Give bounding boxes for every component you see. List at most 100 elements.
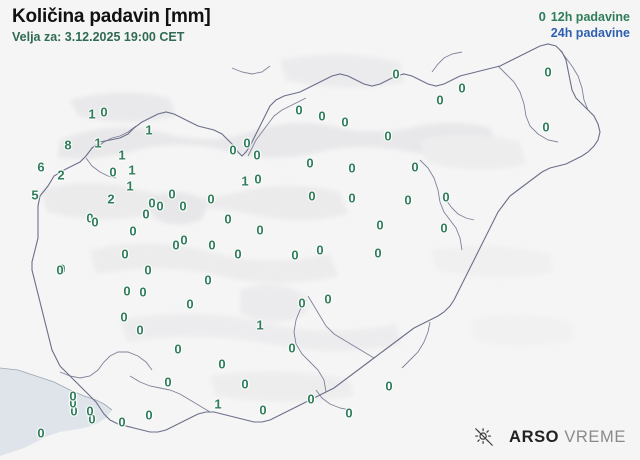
station-value: 0 — [254, 171, 262, 187]
station-value: 0 — [374, 245, 382, 261]
brand-name-primary: ARSO — [509, 427, 560, 446]
station-value: 0 — [109, 164, 117, 180]
brand-text: ARSO VREME — [509, 428, 626, 447]
station-value: 0 — [385, 378, 393, 394]
station-value: 2 — [57, 167, 65, 183]
legend-label-24h: 24h padavine — [550, 26, 630, 40]
station-value: 0 — [174, 341, 182, 357]
station-value: 0 — [100, 104, 108, 120]
station-value: 0 — [384, 128, 392, 144]
station-value: 0 — [298, 295, 306, 311]
station-value: 1 — [88, 106, 96, 122]
station-value: 0 — [411, 159, 419, 175]
station-value: 0 — [404, 192, 412, 208]
legend-label-12h: 12h padavine — [550, 10, 630, 24]
station-value: 0 — [37, 425, 45, 441]
station-value: 0 — [392, 66, 400, 82]
station-value: 5 — [31, 187, 39, 203]
station-value: 0 — [442, 189, 450, 205]
station-value: 2 — [107, 191, 115, 207]
station-value: 1 — [145, 122, 153, 138]
legend-sample-value: 0 — [538, 9, 546, 24]
station-value: 1 — [241, 173, 249, 189]
legend-item-12h: 0 12h padavine — [539, 9, 630, 25]
station-value: 1 — [94, 135, 102, 151]
brand-name-secondary: VREME — [564, 427, 626, 446]
station-value: 0 — [243, 135, 251, 151]
station-value: 0 — [295, 102, 303, 118]
station-value: 0 — [458, 80, 466, 96]
station-value: 0 — [348, 160, 356, 176]
station-value: 1 — [118, 147, 126, 163]
station-value: 0 — [544, 64, 552, 80]
station-value: 0 — [120, 309, 128, 325]
station-value: 0 — [86, 210, 94, 226]
station-value: 0 — [144, 262, 152, 278]
national-border — [31, 43, 601, 433]
station-value: 0 — [145, 407, 153, 423]
station-value: 8 — [64, 137, 72, 153]
adriatic-sea — [0, 368, 112, 456]
station-value: 0 — [86, 403, 94, 419]
station-value: 0 — [88, 411, 96, 427]
station-value: 0 — [139, 284, 147, 300]
station-value: 0 — [316, 242, 324, 258]
station-value: 0 — [291, 247, 299, 263]
sun-cloud-icon — [475, 428, 493, 446]
station-value: 0 — [234, 246, 242, 262]
station-value: 0 — [308, 188, 316, 204]
station-value: 0 — [348, 190, 356, 206]
station-value: 0 — [324, 291, 332, 307]
station-value: 0 — [156, 198, 164, 214]
station-value: 0 — [224, 211, 232, 227]
coastline — [0, 367, 113, 411]
station-value: 1 — [128, 162, 136, 178]
station-value: 0 — [186, 296, 194, 312]
station-value: 0 — [168, 186, 176, 202]
station-value: 0 — [69, 395, 77, 411]
station-value: 0 — [129, 223, 137, 239]
station-value: 0 — [70, 403, 78, 419]
station-value: 0 — [91, 214, 99, 230]
station-value: 0 — [229, 142, 237, 158]
station-value: 0 — [58, 261, 66, 277]
station-value: 0 — [118, 414, 126, 430]
station-value: 0 — [253, 147, 261, 163]
station-value: 0 — [341, 114, 349, 130]
station-value: 0 — [204, 272, 212, 288]
station-value: 0 — [208, 237, 216, 253]
station-value: 0 — [288, 340, 296, 356]
station-value: 0 — [148, 195, 156, 211]
station-value: 1 — [214, 396, 222, 412]
brand-logo: ARSO VREME — [473, 426, 626, 448]
station-value: 0 — [318, 108, 326, 124]
station-value: 0 — [218, 356, 226, 372]
station-value: 0 — [542, 119, 550, 135]
station-value: 0 — [306, 155, 314, 171]
station-value: 1 — [126, 178, 134, 194]
station-value: 0 — [142, 206, 150, 222]
station-value: 0 — [136, 322, 144, 338]
station-value: 0 — [69, 388, 77, 404]
legend-item-24h: 0 24h padavine — [539, 25, 630, 41]
station-value: 0 — [436, 92, 444, 108]
legend: 0 12h padavine 0 24h padavine — [539, 9, 630, 41]
station-value: 0 — [259, 402, 267, 418]
station-value: 0 — [256, 222, 264, 238]
station-value: 0 — [180, 232, 188, 248]
station-value: 0 — [345, 405, 353, 421]
station-value: 0 — [179, 198, 187, 214]
station-value: 0 — [207, 191, 215, 207]
station-value: 0 — [56, 262, 64, 278]
station-value: 0 — [376, 217, 384, 233]
station-value: 0 — [164, 374, 172, 390]
station-value: 6 — [37, 159, 45, 175]
station-value: 1 — [256, 317, 264, 333]
internal-boundaries — [59, 49, 589, 413]
station-value: 0 — [307, 391, 315, 407]
station-value: 0 — [241, 376, 249, 392]
station-value: 0 — [440, 220, 448, 236]
terrain-relief — [40, 54, 574, 402]
